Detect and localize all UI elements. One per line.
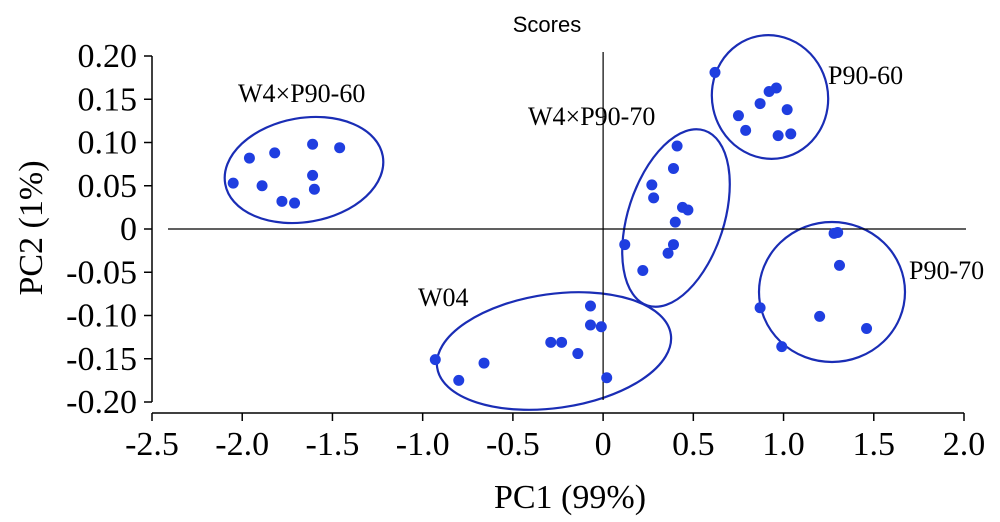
x-tick-label: -2.0 <box>215 426 269 463</box>
x-tick-label: 1.5 <box>853 426 896 463</box>
data-point <box>667 162 679 174</box>
data-point <box>648 192 660 204</box>
x-tick-label: 0.5 <box>672 426 715 463</box>
data-point <box>556 336 568 348</box>
x-tick-label: 0 <box>595 426 612 463</box>
data-point <box>308 183 320 195</box>
axes: -2.5 -2.0 -1.5 -1.0 -0.5 0 0.5 1.0 1.5 2.0 0.20 0.1… <box>66 38 985 463</box>
data-point <box>453 374 465 386</box>
group-label: P90-60 <box>828 61 903 90</box>
y-tick-label: -0.05 <box>66 254 137 291</box>
data-point <box>781 104 793 116</box>
y-axis-label: PC2 (1%) <box>13 160 50 295</box>
data-point <box>307 138 319 150</box>
x-tick-label: -1.5 <box>306 426 360 463</box>
x-tick-label: 1.0 <box>762 426 805 463</box>
x-tick-label: -2.5 <box>125 426 179 463</box>
data-point <box>732 110 744 122</box>
x-tick-label: -0.5 <box>486 426 540 463</box>
y-tick-label: 0 <box>120 211 137 248</box>
data-point <box>669 216 681 228</box>
y-tick-label: 0.05 <box>78 168 138 205</box>
data-point <box>833 259 845 271</box>
data-point <box>227 177 239 189</box>
data-point <box>619 239 631 251</box>
data-point <box>584 319 596 331</box>
y-tick-label: -0.15 <box>66 341 137 378</box>
data-point <box>776 341 788 353</box>
data-point <box>334 142 346 154</box>
data-point <box>754 302 766 314</box>
x-tick-label: -1.0 <box>396 426 450 463</box>
group-ellipse <box>757 220 907 364</box>
group-label: W4×P90-60 <box>238 79 365 108</box>
data-point <box>646 179 658 191</box>
data-point <box>307 169 319 181</box>
data-point <box>601 372 613 384</box>
data-point <box>754 98 766 110</box>
data-point <box>545 336 557 348</box>
data-point <box>429 354 441 366</box>
data-point <box>269 147 281 159</box>
data-point <box>478 357 490 369</box>
data-point <box>667 239 679 251</box>
group-ellipse <box>223 115 385 225</box>
data-point <box>289 197 301 209</box>
data-point <box>709 66 721 78</box>
data-point <box>772 130 784 142</box>
y-tick-label: 0.15 <box>78 81 138 118</box>
group-ellipses <box>223 34 907 411</box>
y-tick-label: 0.10 <box>78 125 138 162</box>
data-point <box>832 226 844 238</box>
y-tick-label: -0.20 <box>66 384 137 421</box>
data-point <box>770 82 782 94</box>
data-point <box>662 247 674 259</box>
data-point <box>740 124 752 136</box>
data-point <box>637 265 649 277</box>
group-ellipse <box>435 291 673 411</box>
group-labels: W4×P90-60 W4×P90-70 P90-60 P90-70 W04 <box>238 61 984 312</box>
data-point <box>814 310 826 322</box>
data-point <box>276 195 288 207</box>
data-point <box>785 128 797 140</box>
group-ellipse <box>710 34 830 160</box>
x-tick-label: 2.0 <box>943 426 986 463</box>
data-point <box>861 322 873 334</box>
y-tick-label: 0.20 <box>78 38 138 75</box>
data-point <box>572 348 584 360</box>
data-points <box>227 66 873 386</box>
data-point <box>256 180 268 192</box>
group-label: W04 <box>418 283 469 312</box>
data-point <box>682 204 694 216</box>
chart-title: Scores <box>513 12 581 37</box>
data-point <box>595 321 607 333</box>
y-tick-label: -0.10 <box>66 298 137 335</box>
data-point <box>671 140 683 152</box>
group-label: W4×P90-70 <box>528 102 655 131</box>
group-label: P90-70 <box>909 256 984 285</box>
data-point <box>243 152 255 164</box>
x-axis-label: PC1 (99%) <box>494 479 646 516</box>
data-point <box>584 300 596 312</box>
